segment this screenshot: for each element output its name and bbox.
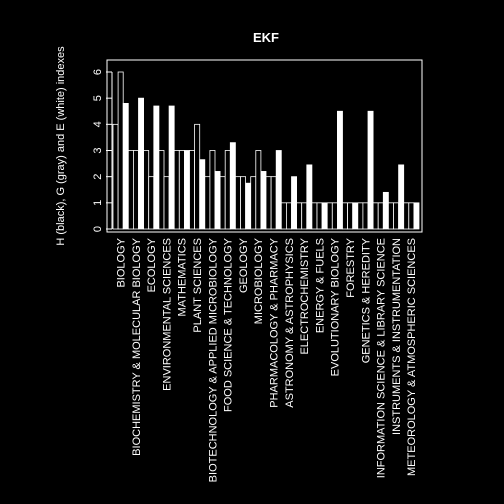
y-tick-label: 5 — [92, 95, 104, 101]
bar-h — [357, 202, 364, 230]
bar-e — [352, 202, 359, 230]
bar-g — [331, 202, 338, 230]
bar-e — [183, 150, 190, 230]
bar-h — [112, 123, 119, 230]
y-tick-label: 3 — [92, 147, 104, 153]
x-tick-label: BIOLOGY — [116, 237, 128, 287]
bar-g — [362, 202, 369, 230]
bar-g — [270, 176, 277, 230]
bar-g — [255, 150, 262, 230]
y-tick-label: 4 — [92, 121, 104, 127]
bar-h — [326, 202, 333, 230]
bar-e — [168, 105, 175, 230]
bar-e — [291, 176, 297, 230]
bar-g — [377, 202, 384, 230]
bar-e — [260, 171, 267, 230]
bar-g — [148, 176, 155, 230]
bar-h — [127, 150, 134, 230]
bar-e — [153, 105, 160, 230]
bar-g — [178, 150, 185, 230]
bar-e — [245, 182, 252, 230]
bar-e — [122, 103, 129, 230]
plot-frame — [106, 59, 423, 233]
x-tick-label: MICROBIOLOGY — [253, 237, 265, 324]
bar-g — [240, 176, 246, 230]
y-axis: 0 1 2 3 4 5 6 — [92, 69, 113, 232]
bar-e — [398, 164, 405, 230]
x-tick-label: GENETICS & HEREDITY — [360, 237, 372, 363]
x-tick-label: FOOD SCIENCE & TECHNOLOGY — [223, 237, 235, 412]
x-tick-label: PLANT SCIENCES — [192, 238, 204, 333]
x-tick-label: EVOLUTIONARY BIOLOGY — [330, 237, 342, 376]
y-axis-label: H (black), G (gray) and E (white) indexe… — [55, 46, 67, 246]
bar-h — [219, 176, 226, 230]
y-tick-label: 0 — [92, 226, 104, 232]
bar-h — [342, 202, 348, 230]
x-tick-label: ENVIRONMENTAL SCIENCES — [161, 238, 173, 391]
x-tick-label: BIOTECHNOLOGY & APPLIED MICROBIOLOGY — [207, 237, 219, 482]
x-tick-label: ECOLOGY — [146, 237, 158, 292]
bar-e — [275, 150, 282, 230]
bar-g — [316, 202, 323, 230]
bar-h — [311, 202, 318, 230]
bar-e — [382, 191, 389, 230]
x-tick-labels: BIOLOGY BIOCHEMISTRY & MOLECULAR BIOLOGY E… — [116, 237, 419, 482]
bar-h — [296, 202, 303, 230]
bar-g — [408, 202, 415, 230]
x-tick-label: GEOLOGY — [238, 237, 250, 293]
bar-g — [194, 123, 201, 230]
bar-g — [393, 202, 399, 230]
bar-h — [280, 202, 287, 230]
bar-h — [143, 150, 150, 230]
bar-g — [347, 202, 354, 230]
x-tick-label: MATHEMATICS — [177, 238, 189, 316]
bar-e — [321, 202, 328, 230]
bar-e — [229, 142, 236, 230]
bar-h — [234, 176, 241, 230]
x-tick-label: METEOROLOGY & ATMOSPHERIC SCIENCES — [406, 238, 418, 476]
bar-g — [285, 202, 292, 230]
bar-h — [403, 202, 410, 230]
bar-g — [117, 71, 124, 230]
bar-g — [301, 202, 308, 230]
bar-h — [173, 150, 180, 230]
bar-e — [138, 97, 144, 230]
x-tick-label: INSTRUMENTS & INSTRUMENTATION — [391, 238, 403, 435]
bar-h — [372, 202, 379, 230]
bar-g — [209, 150, 216, 230]
x-tick-label: INFORMATION SCIENCE & LIBRARY SCIENCE — [376, 238, 388, 478]
x-tick-label: ASTRONOMY & ASTROPHYSICS — [284, 238, 296, 408]
bar-e — [214, 171, 221, 230]
bar-g — [132, 150, 139, 230]
x-tick-label: FORESTRY — [345, 237, 357, 297]
bar-h — [158, 150, 165, 230]
x-tick-label: PHARMACOLOGY & PHARMACY — [269, 237, 281, 407]
bar-e — [199, 159, 206, 230]
bar-h — [250, 176, 257, 230]
bar-h — [189, 150, 195, 230]
bar-e — [336, 110, 343, 230]
y-tick-label: 1 — [92, 200, 104, 206]
bar-h — [387, 202, 394, 230]
chart-title: EKF — [253, 30, 279, 45]
bar-g — [163, 176, 170, 230]
x-tick-label: ELECTROCHEMISTRY — [299, 237, 311, 354]
bars — [112, 71, 420, 230]
y-tick-label: 2 — [92, 174, 104, 180]
bar-e — [306, 164, 313, 230]
x-tick-label: BIOCHEMISTRY & MOLECULAR BIOLOGY — [131, 237, 143, 455]
y-tick-label: 6 — [92, 69, 104, 75]
bar-e — [413, 202, 420, 230]
bar-h — [204, 176, 211, 230]
bar-e — [367, 110, 374, 230]
bar-h — [265, 176, 272, 230]
x-tick-label: ENERGY & FUELS — [314, 238, 326, 333]
bar-g — [224, 150, 231, 230]
